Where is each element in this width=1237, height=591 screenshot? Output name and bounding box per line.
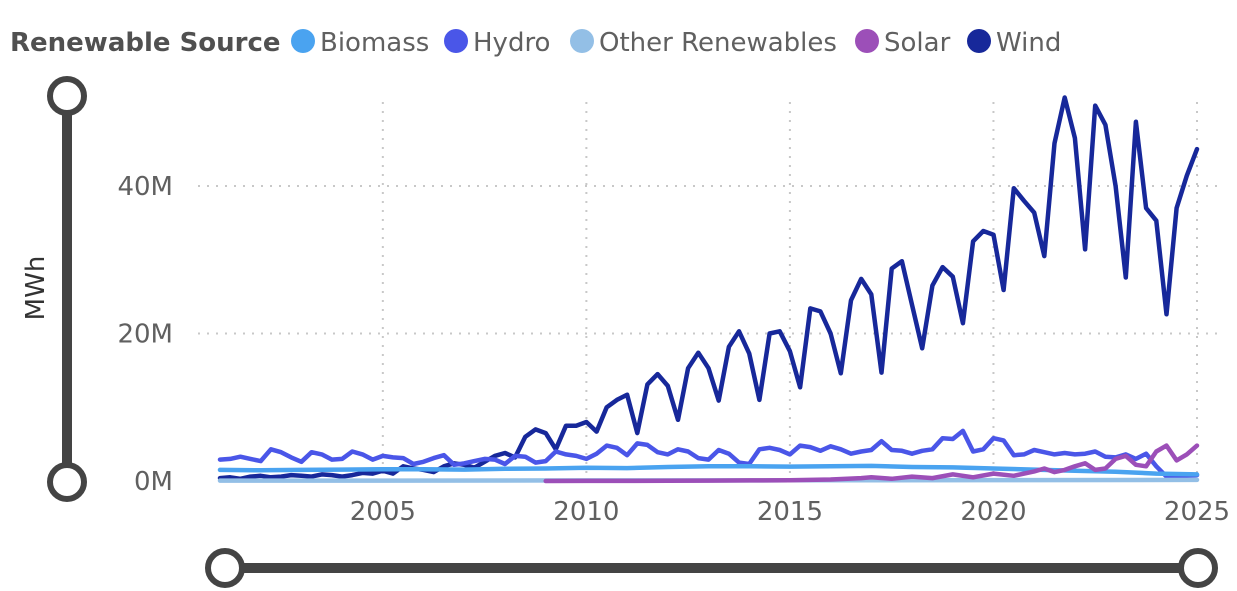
legend-label-solar: Solar: [884, 28, 951, 58]
legend-swatch-biomass: [291, 29, 315, 53]
legend-item-other-renewables[interactable]: Other Renewables: [570, 28, 837, 58]
legend-label-other-renewables: Other Renewables: [599, 28, 837, 58]
legend-title: Renewable Source: [10, 28, 281, 58]
x-slider-start-handle[interactable]: [205, 548, 245, 588]
y-axis-title: MWh: [21, 256, 51, 321]
x-tick-label: 2020: [960, 497, 1026, 527]
legend-label-biomass: Biomass: [320, 28, 429, 58]
legend-swatch-hydro: [444, 29, 468, 53]
x-tick-label: 2015: [757, 497, 823, 527]
legend-label-wind: Wind: [996, 28, 1061, 58]
plot-area: [217, 95, 1200, 484]
y-slider-min-handle[interactable]: [47, 462, 87, 502]
x-tick-label: 2010: [553, 497, 619, 527]
series-line-hydro: [217, 428, 1200, 479]
y-tick-label: 0M: [134, 467, 173, 497]
y-axis: 0M 20M 40M: [117, 172, 173, 497]
y-slider-max-handle[interactable]: [47, 76, 87, 116]
legend-item-solar[interactable]: Solar: [855, 28, 951, 58]
legend: Renewable Source Biomass Hydro Other Renew…: [10, 28, 1061, 58]
series-line-solar: [543, 443, 1200, 484]
x-range-slider[interactable]: [205, 548, 1218, 588]
legend-swatch-other-renewables: [570, 29, 594, 53]
y-tick-label: 20M: [117, 320, 173, 350]
legend-item-hydro[interactable]: Hydro: [444, 28, 550, 58]
legend-label-hydro: Hydro: [473, 28, 550, 58]
x-slider-end-handle[interactable]: [1178, 548, 1218, 588]
series-line-wind: [217, 95, 1200, 482]
legend-item-biomass[interactable]: Biomass: [291, 28, 429, 58]
x-axis: 2005 2010 2015 2020 2025: [350, 497, 1230, 527]
gridlines: [198, 102, 1222, 481]
legend-swatch-wind: [967, 29, 991, 53]
x-tick-label: 2025: [1164, 497, 1230, 527]
y-range-slider[interactable]: [47, 76, 87, 502]
legend-swatch-solar: [855, 29, 879, 53]
legend-item-wind[interactable]: Wind: [967, 28, 1061, 58]
y-tick-label: 40M: [117, 172, 173, 202]
x-tick-label: 2005: [350, 497, 416, 527]
